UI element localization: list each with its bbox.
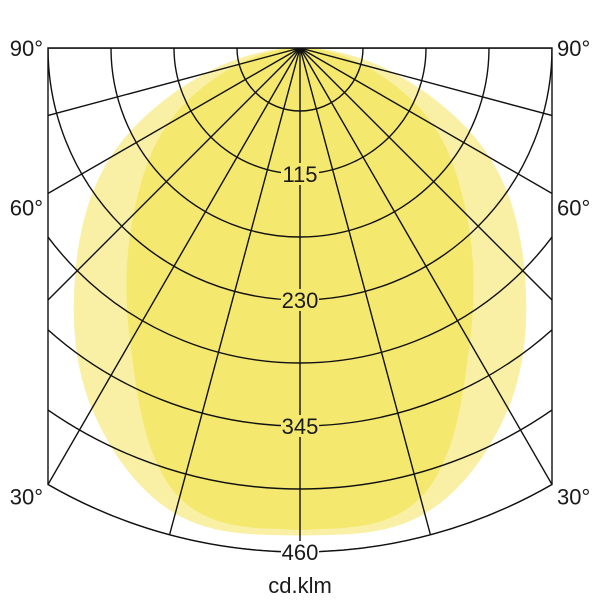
angular-gridline — [168, 48, 301, 536]
radial-tick-label: 345 — [282, 414, 319, 439]
radial-tick-label: 115 — [282, 162, 317, 187]
angle-labels: 90° 90° 60° 60° 30° 30° — [10, 36, 591, 509]
radial-tick-label: 230 — [282, 288, 319, 313]
angle-label-right: 90° — [557, 36, 590, 61]
angular-gridline — [299, 48, 552, 405]
radial-tick-labels: 115 230 345 460 — [281, 162, 319, 565]
angular-gridline — [299, 48, 552, 485]
radial-tick-label: 460 — [282, 540, 319, 565]
angular-gridline — [48, 48, 301, 301]
angular-gridline — [299, 48, 552, 301]
angular-gridline — [299, 48, 552, 180]
radial-label-background — [281, 541, 319, 563]
angle-label-left: 30° — [10, 484, 43, 509]
angle-label-right: 60° — [557, 195, 590, 220]
radial-label-background — [281, 289, 319, 311]
angular-gridline — [48, 48, 301, 485]
radial-label-background — [281, 163, 319, 185]
angle-label-left: 90° — [10, 36, 43, 61]
angular-gridline — [48, 48, 301, 405]
angular-gridline — [48, 48, 301, 180]
angle-label-left: 60° — [10, 195, 43, 220]
angle-label-right: 30° — [557, 484, 590, 509]
angular-gridline — [299, 48, 432, 536]
radial-label-background — [281, 415, 319, 437]
unit-label: cd.klm — [268, 573, 332, 598]
